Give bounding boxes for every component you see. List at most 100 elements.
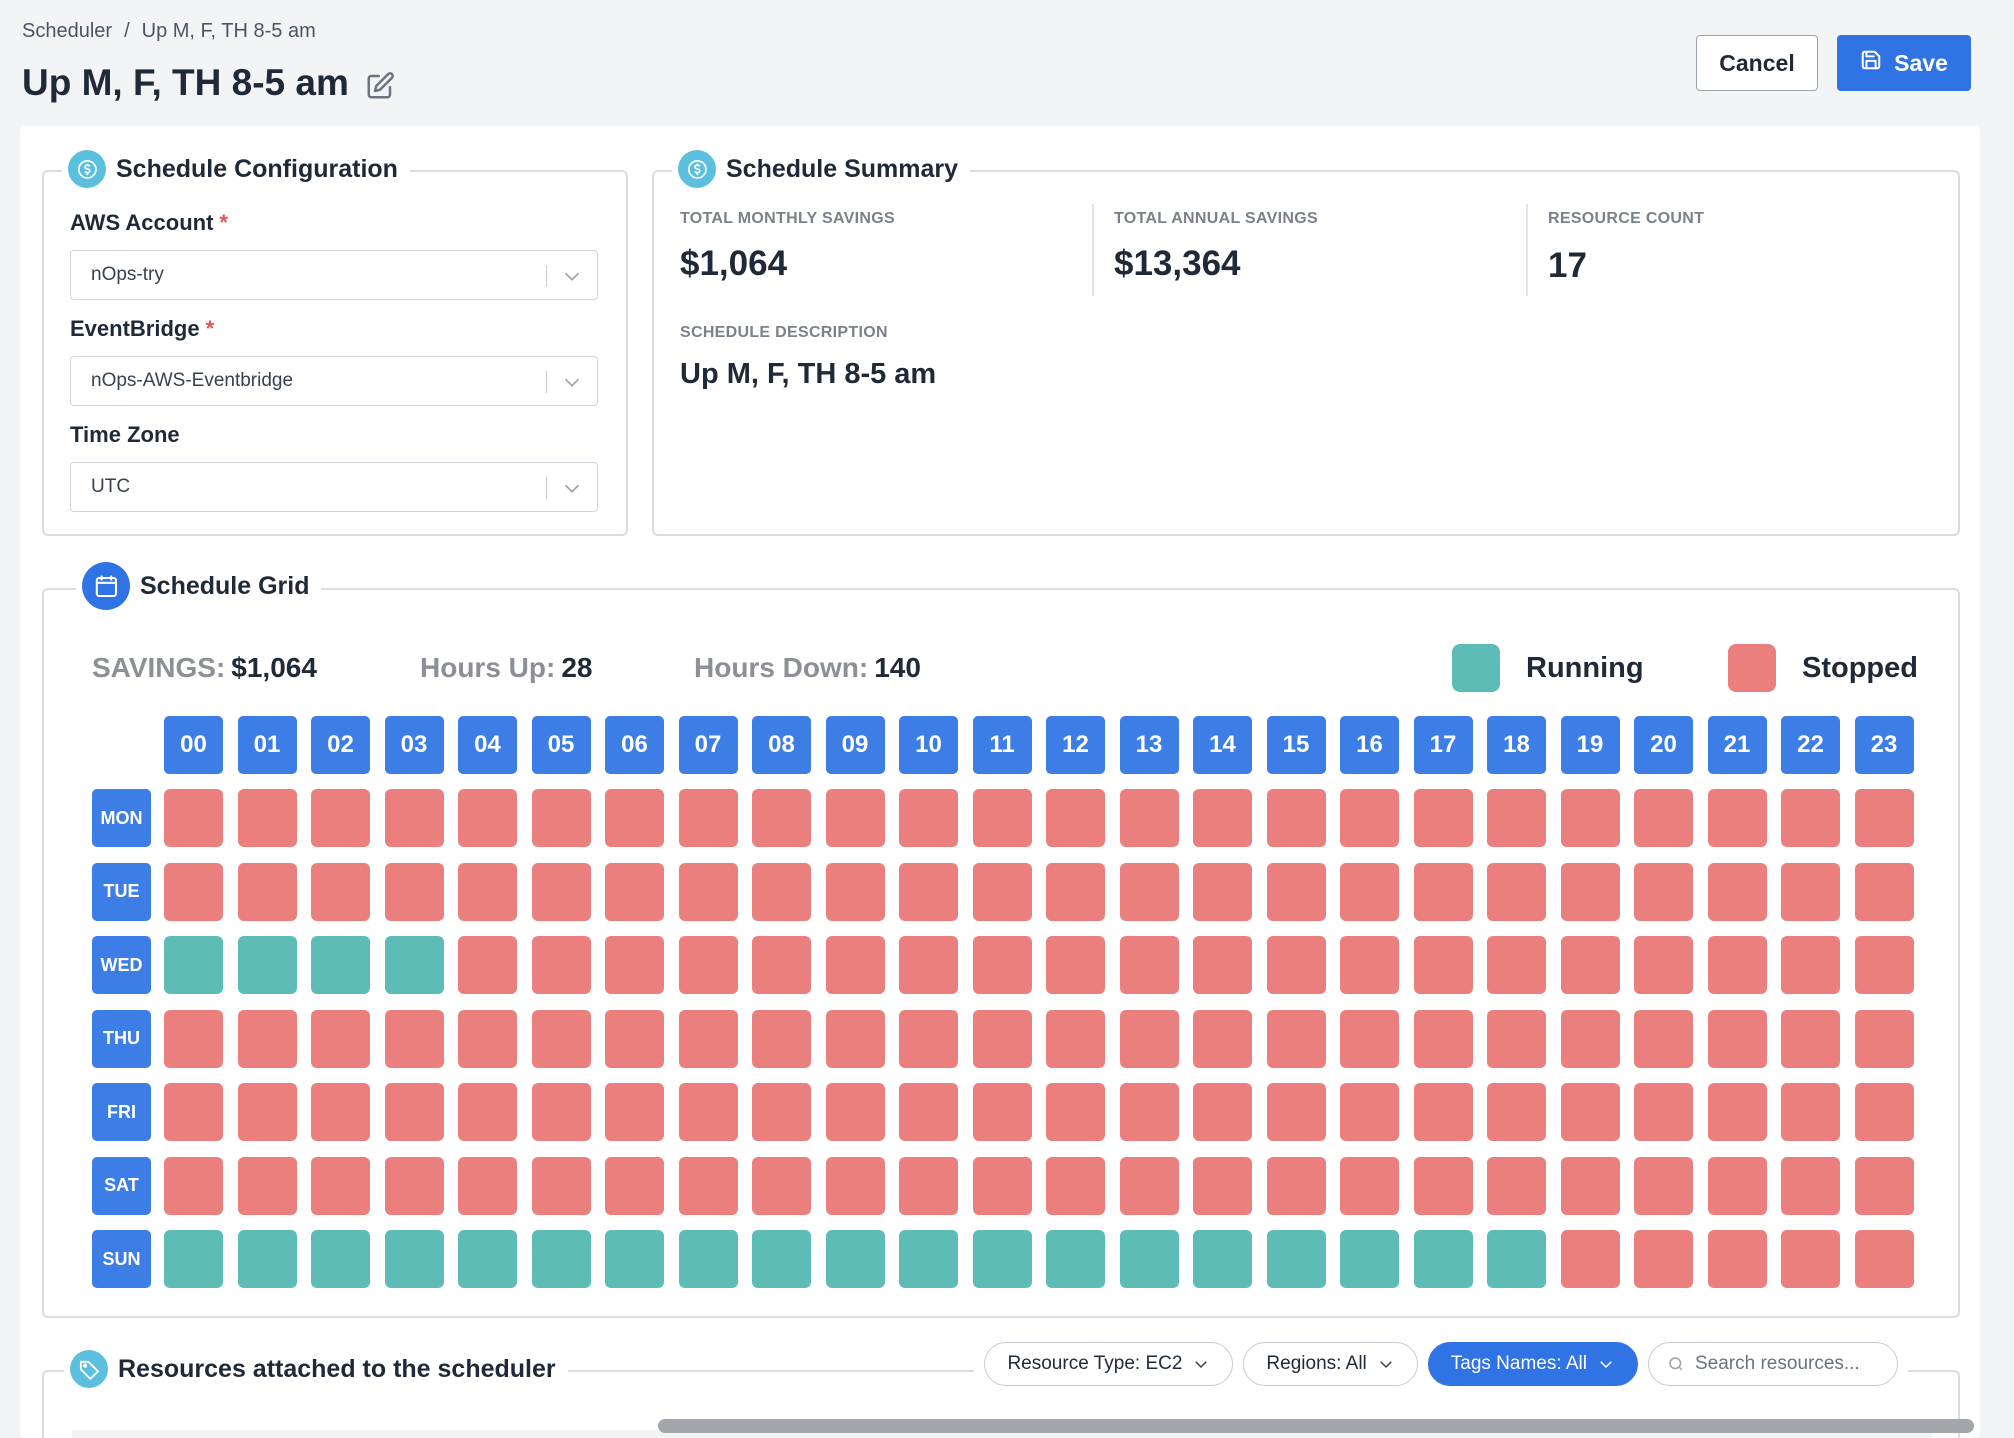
slot-thu-12-stopped[interactable] <box>1046 1009 1105 1068</box>
slot-sun-16-running[interactable] <box>1340 1230 1399 1288</box>
slot-thu-17-stopped[interactable] <box>1413 1009 1473 1068</box>
slot-wed-07-stopped[interactable] <box>678 936 738 994</box>
slot-sun-19-stopped[interactable] <box>1560 1230 1620 1288</box>
slot-wed-15-stopped[interactable] <box>1266 936 1326 994</box>
slot-wed-03-running[interactable] <box>384 936 444 994</box>
slot-wed-08-stopped[interactable] <box>752 936 811 994</box>
slot-tue-13-stopped[interactable] <box>1119 862 1179 921</box>
slot-fri-14-stopped[interactable] <box>1193 1083 1252 1141</box>
slot-sun-21-stopped[interactable] <box>1707 1230 1767 1288</box>
hour-header-12[interactable]: 12 <box>1046 716 1105 774</box>
slot-mon-17-stopped[interactable] <box>1413 789 1473 847</box>
slot-thu-01-stopped[interactable] <box>237 1009 297 1068</box>
slot-mon-05-stopped[interactable] <box>531 789 591 847</box>
slot-tue-22-stopped[interactable] <box>1781 862 1840 921</box>
slot-mon-04-stopped[interactable] <box>458 789 517 847</box>
hour-header-02[interactable]: 02 <box>311 716 370 774</box>
slot-sat-10-stopped[interactable] <box>899 1156 958 1215</box>
hour-header-10[interactable]: 10 <box>899 716 958 774</box>
slot-sat-16-stopped[interactable] <box>1340 1156 1399 1215</box>
slot-sat-07-stopped[interactable] <box>678 1156 738 1215</box>
slot-mon-15-stopped[interactable] <box>1266 789 1326 847</box>
slot-thu-23-stopped[interactable] <box>1854 1009 1914 1068</box>
slot-sun-09-running[interactable] <box>825 1230 885 1288</box>
slot-fri-20-stopped[interactable] <box>1634 1083 1693 1141</box>
hour-header-11[interactable]: 11 <box>972 716 1032 774</box>
hour-header-20[interactable]: 20 <box>1634 716 1693 774</box>
hour-header-06[interactable]: 06 <box>605 716 664 774</box>
slot-thu-03-stopped[interactable] <box>384 1009 444 1068</box>
hour-header-23[interactable]: 23 <box>1854 716 1914 774</box>
slot-sun-23-stopped[interactable] <box>1854 1230 1914 1288</box>
slot-sat-14-stopped[interactable] <box>1193 1156 1252 1215</box>
day-header-thu[interactable]: THU <box>92 1009 151 1068</box>
cancel-button[interactable]: Cancel <box>1696 35 1818 91</box>
slot-tue-12-stopped[interactable] <box>1046 862 1105 921</box>
slot-tue-06-stopped[interactable] <box>605 862 664 921</box>
slot-sat-04-stopped[interactable] <box>458 1156 517 1215</box>
hour-header-04[interactable]: 04 <box>458 716 517 774</box>
slot-thu-15-stopped[interactable] <box>1266 1009 1326 1068</box>
slot-sat-12-stopped[interactable] <box>1046 1156 1105 1215</box>
slot-fri-13-stopped[interactable] <box>1119 1083 1179 1141</box>
day-header-sat[interactable]: SAT <box>92 1156 151 1215</box>
slot-wed-14-stopped[interactable] <box>1193 936 1252 994</box>
slot-fri-01-stopped[interactable] <box>237 1083 297 1141</box>
slot-tue-07-stopped[interactable] <box>678 862 738 921</box>
edit-icon[interactable] <box>365 68 395 99</box>
slot-sat-00-stopped[interactable] <box>164 1156 223 1215</box>
aws-account-select[interactable]: nOps-try <box>70 250 598 300</box>
slot-thu-09-stopped[interactable] <box>825 1009 885 1068</box>
slot-tue-17-stopped[interactable] <box>1413 862 1473 921</box>
day-header-wed[interactable]: WED <box>92 936 151 994</box>
slot-mon-08-stopped[interactable] <box>752 789 811 847</box>
slot-sun-08-running[interactable] <box>752 1230 811 1288</box>
slot-fri-03-stopped[interactable] <box>384 1083 444 1141</box>
slot-thu-20-stopped[interactable] <box>1634 1009 1693 1068</box>
slot-sun-04-running[interactable] <box>458 1230 517 1288</box>
slot-thu-14-stopped[interactable] <box>1193 1009 1252 1068</box>
hour-header-22[interactable]: 22 <box>1781 716 1840 774</box>
slot-sat-18-stopped[interactable] <box>1487 1156 1546 1215</box>
slot-fri-12-stopped[interactable] <box>1046 1083 1105 1141</box>
slot-sat-13-stopped[interactable] <box>1119 1156 1179 1215</box>
slot-mon-02-stopped[interactable] <box>311 789 370 847</box>
slot-mon-12-stopped[interactable] <box>1046 789 1105 847</box>
slot-thu-02-stopped[interactable] <box>311 1009 370 1068</box>
hour-header-05[interactable]: 05 <box>531 716 591 774</box>
slot-fri-10-stopped[interactable] <box>899 1083 958 1141</box>
slot-thu-04-stopped[interactable] <box>458 1009 517 1068</box>
slot-fri-04-stopped[interactable] <box>458 1083 517 1141</box>
hour-header-13[interactable]: 13 <box>1119 716 1179 774</box>
slot-tue-20-stopped[interactable] <box>1634 862 1693 921</box>
slot-mon-09-stopped[interactable] <box>825 789 885 847</box>
slot-wed-13-stopped[interactable] <box>1119 936 1179 994</box>
slot-sat-11-stopped[interactable] <box>972 1156 1032 1215</box>
timezone-select[interactable]: UTC <box>70 462 598 512</box>
horizontal-scrollbar[interactable] <box>658 1419 1974 1433</box>
slot-thu-18-stopped[interactable] <box>1487 1009 1546 1068</box>
slot-sat-03-stopped[interactable] <box>384 1156 444 1215</box>
slot-sun-15-running[interactable] <box>1266 1230 1326 1288</box>
slot-sun-03-running[interactable] <box>384 1230 444 1288</box>
slot-wed-05-stopped[interactable] <box>531 936 591 994</box>
slot-fri-23-stopped[interactable] <box>1854 1083 1914 1141</box>
slot-wed-17-stopped[interactable] <box>1413 936 1473 994</box>
regions-filter[interactable]: Regions: All <box>1243 1342 1418 1386</box>
slot-thu-22-stopped[interactable] <box>1781 1009 1840 1068</box>
slot-wed-19-stopped[interactable] <box>1560 936 1620 994</box>
day-header-mon[interactable]: MON <box>92 789 151 847</box>
slot-tue-21-stopped[interactable] <box>1707 862 1767 921</box>
slot-fri-05-stopped[interactable] <box>531 1083 591 1141</box>
slot-fri-21-stopped[interactable] <box>1707 1083 1767 1141</box>
slot-wed-12-stopped[interactable] <box>1046 936 1105 994</box>
slot-fri-15-stopped[interactable] <box>1266 1083 1326 1141</box>
slot-tue-19-stopped[interactable] <box>1560 862 1620 921</box>
hour-header-01[interactable]: 01 <box>237 716 297 774</box>
slot-sun-00-running[interactable] <box>164 1230 223 1288</box>
search-input[interactable]: Search resources... <box>1648 1342 1898 1386</box>
slot-mon-03-stopped[interactable] <box>384 789 444 847</box>
hour-header-00[interactable]: 00 <box>164 716 223 774</box>
slot-sun-17-running[interactable] <box>1413 1230 1473 1288</box>
slot-tue-23-stopped[interactable] <box>1854 862 1914 921</box>
